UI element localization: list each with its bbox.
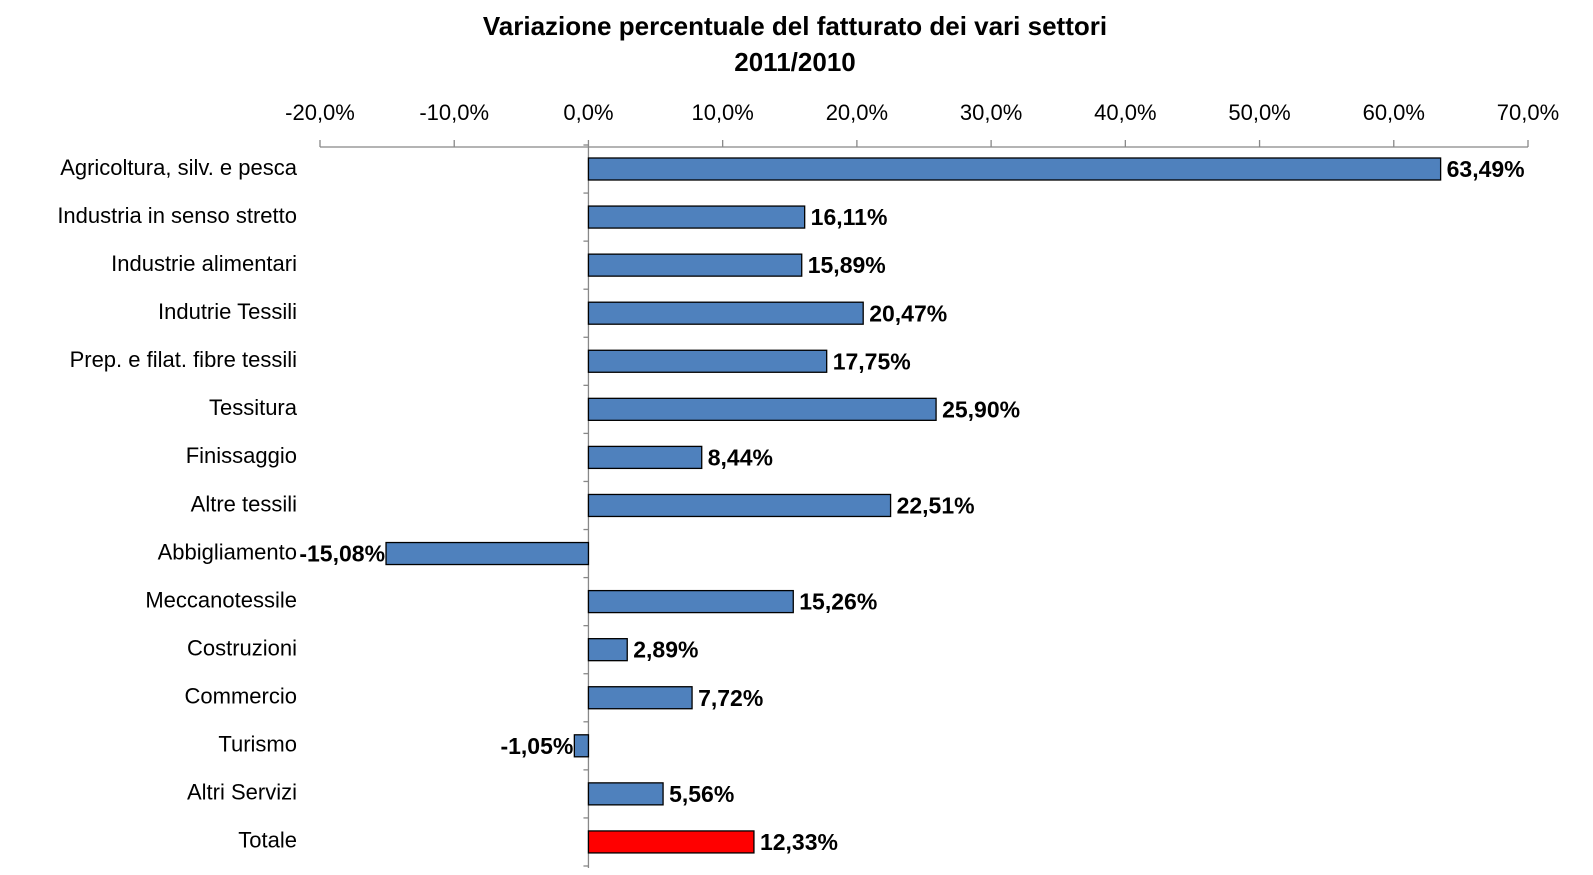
y-tick-label: Industrie alimentari xyxy=(111,251,297,276)
x-tick-label: -10,0% xyxy=(419,100,489,125)
x-tick-label: 70,0% xyxy=(1497,100,1559,125)
value-label: 17,75% xyxy=(833,348,911,374)
bar xyxy=(587,686,693,710)
bar xyxy=(587,493,892,518)
y-tick-label: Totale xyxy=(238,828,297,853)
bar xyxy=(587,397,937,421)
y-tick-label: Agricoltura, silv. e pesca xyxy=(60,155,298,180)
value-label: 5,56% xyxy=(669,781,734,807)
bar xyxy=(587,205,806,229)
x-tick-label: 0,0% xyxy=(563,100,613,125)
bar xyxy=(587,638,628,662)
y-tick-label: Costruzioni xyxy=(187,635,297,660)
chart-subtitle: 2011/2010 xyxy=(734,47,855,77)
value-label: 25,90% xyxy=(942,396,1020,422)
value-label: 2,89% xyxy=(633,637,698,663)
bar xyxy=(587,782,664,806)
x-tick-label: 20,0% xyxy=(826,100,888,125)
x-tick-label: 40,0% xyxy=(1094,100,1156,125)
bar xyxy=(587,157,1442,181)
y-tick-label: Tessitura xyxy=(209,395,298,420)
value-label: 15,89% xyxy=(808,252,886,278)
value-label: 20,47% xyxy=(869,300,947,326)
x-tick-label: 60,0% xyxy=(1363,100,1425,125)
value-label: 12,33% xyxy=(760,829,838,855)
bar xyxy=(385,541,590,566)
bar xyxy=(587,253,803,277)
bar xyxy=(587,445,703,470)
y-tick-label: Prep. e filat. fibre tessili xyxy=(70,347,297,372)
y-tick-label: Turismo xyxy=(218,732,297,757)
y-tick-label: Industria in senso stretto xyxy=(57,203,297,228)
bar xyxy=(587,589,794,614)
bar xyxy=(587,349,828,373)
y-tick-label: Altri Servizi xyxy=(187,780,297,805)
x-tick-label: -20,0% xyxy=(285,100,355,125)
y-tick-label: Finissaggio xyxy=(186,443,297,468)
value-label: -1,05% xyxy=(500,733,573,759)
y-tick-label: Abbigliamento xyxy=(158,539,297,564)
bar xyxy=(573,734,590,758)
y-tick-label: Indutrie Tessili xyxy=(158,299,297,324)
value-label: 8,44% xyxy=(708,444,773,470)
y-tick-label: Commercio xyxy=(185,684,297,709)
bar xyxy=(587,830,755,854)
x-tick-label: 30,0% xyxy=(960,100,1022,125)
bar xyxy=(587,301,864,325)
value-label: -15,08% xyxy=(299,541,385,567)
value-label: 22,51% xyxy=(897,493,975,519)
value-label: 63,49% xyxy=(1447,156,1525,182)
y-tick-label: Altre tessili xyxy=(191,491,297,516)
x-tick-label: 50,0% xyxy=(1228,100,1290,125)
value-label: 7,72% xyxy=(698,685,763,711)
value-label: 16,11% xyxy=(811,204,888,230)
chart-title: Variazione percentuale del fatturato dei… xyxy=(483,11,1107,41)
y-tick-label: Meccanotessile xyxy=(145,587,297,612)
value-label: 15,26% xyxy=(799,589,877,615)
x-tick-label: 10,0% xyxy=(691,100,753,125)
